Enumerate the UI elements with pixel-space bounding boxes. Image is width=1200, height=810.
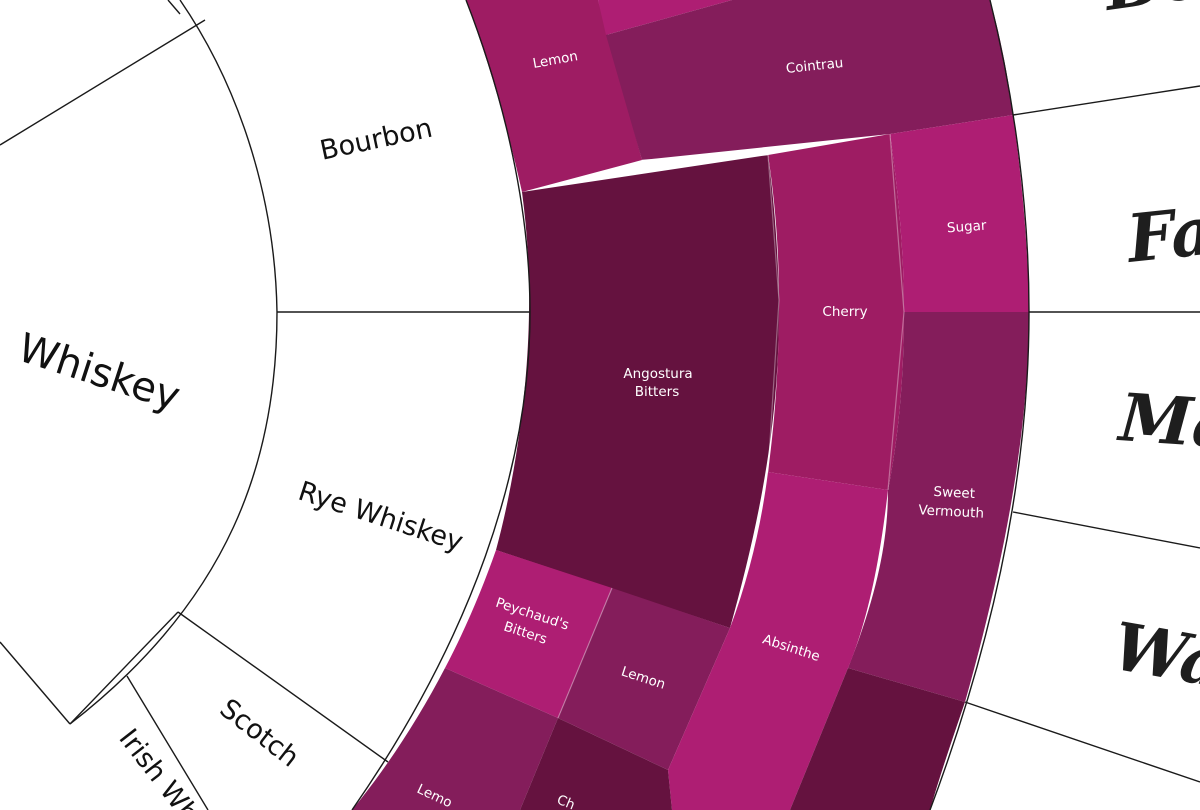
label-sugar: Sugar [946, 218, 987, 237]
type-labels: Whiskey Bourbon Rye Whiskey Scotch Irish… [13, 113, 467, 810]
label-bourbon: Bourbon [317, 113, 435, 167]
segment-dark-bottom-right[interactable] [790, 668, 965, 810]
segment-sweet-vermouth[interactable] [848, 312, 1029, 702]
spoke-11 [964, 701, 1200, 783]
segment-cherry[interactable] [768, 134, 904, 490]
segment-lemon-mid[interactable] [558, 588, 730, 770]
segment-cointreau[interactable] [606, 0, 1013, 160]
segment-peychauds-bitters[interactable] [445, 550, 612, 718]
outer-ring-arc [929, 0, 1030, 810]
middle-ring-arc [351, 0, 531, 810]
label-lemon-top: Lemon [531, 48, 579, 72]
label-cointreau: Cointrau [785, 55, 844, 77]
spoke-5 [69, 611, 179, 725]
label-cocktail-ma: Ma [1115, 378, 1200, 464]
label-cut-bottom: Ch [555, 792, 578, 810]
segment-seams [557, 133, 905, 719]
label-cocktail-top: Bo [1097, 0, 1200, 26]
segment-lemon-top[interactable] [466, 0, 642, 192]
label-cocktail-fa: Fa [1122, 191, 1200, 278]
spoke-8 [1012, 85, 1200, 116]
spoke-2 [167, 0, 181, 15]
spoke-1 [0, 19, 206, 146]
segment-lemon-bottom[interactable] [352, 668, 558, 810]
label-sweet-vermouth-line2: Vermouth [918, 502, 984, 521]
label-whiskey: Whiskey [13, 325, 186, 420]
label-angostura-line2: Bitters [635, 384, 680, 400]
label-angostura-line1: Angostura [623, 366, 692, 382]
ingredient-ring [352, 0, 1029, 810]
label-rye-whiskey: Rye Whiskey [294, 476, 466, 558]
label-scotch: Scotch [214, 693, 305, 773]
spoke-6 [177, 611, 389, 763]
inner-ring-arc [69, 0, 278, 725]
segment-absinthe[interactable] [668, 472, 888, 810]
spoke-4 [0, 641, 71, 725]
segment-angostura-bitters[interactable] [496, 155, 780, 628]
label-cherry: Cherry [822, 304, 867, 320]
cocktail-labels: Bo Fa Ma Wa [1097, 0, 1200, 703]
label-cocktail-wa: Wa [1107, 607, 1200, 703]
label-sweet-vermouth-line1: Sweet [933, 484, 975, 502]
spoke-10 [1012, 511, 1200, 549]
label-irish-whiskey: Irish Wh [112, 723, 204, 810]
spoke-7 [126, 675, 209, 810]
segment-top-bright[interactable] [598, 0, 732, 35]
segment-sugar[interactable] [890, 115, 1029, 312]
segment-cut-bottom[interactable] [520, 718, 672, 810]
